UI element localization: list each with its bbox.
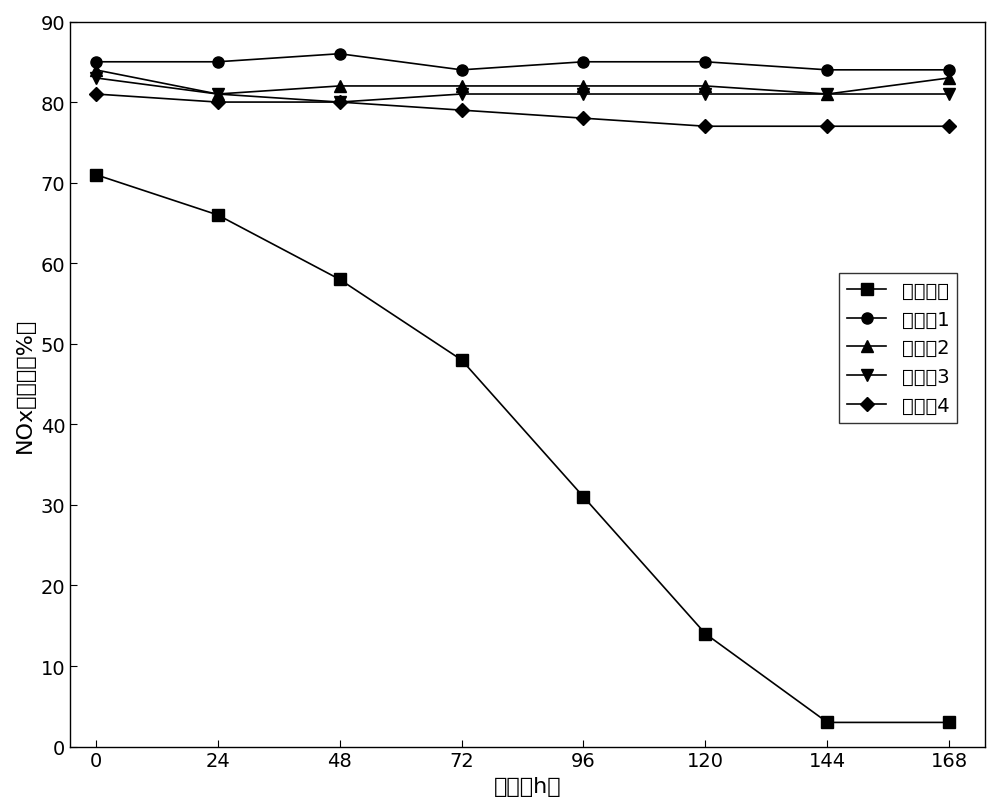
- 实施例4: [943, 122, 955, 132]
- 实施例1: [577, 58, 589, 67]
- 实施例3: [699, 90, 711, 100]
- 实施例1: [212, 58, 224, 67]
- 对比样品: [456, 355, 468, 365]
- 实施例2: [212, 90, 224, 100]
- 对比样品: [577, 492, 589, 502]
- Y-axis label: NOx脱除率（%）: NOx脱除率（%）: [15, 317, 35, 452]
- 实施例3: [456, 90, 468, 100]
- Line: 实施例2: 实施例2: [90, 65, 955, 101]
- 实施例2: [334, 82, 346, 92]
- 实施例1: [334, 49, 346, 59]
- Line: 对比样品: 对比样品: [90, 169, 955, 728]
- 实施例2: [577, 82, 589, 92]
- 对比样品: [334, 275, 346, 285]
- 实施例3: [334, 98, 346, 108]
- 实施例4: [699, 122, 711, 132]
- 实施例4: [577, 114, 589, 124]
- 对比样品: [943, 718, 955, 727]
- X-axis label: 时间（h）: 时间（h）: [494, 776, 561, 796]
- 实施例4: [821, 122, 833, 132]
- Legend: 对比样品, 实施例1, 实施例2, 实施例3, 实施例4: 对比样品, 实施例1, 实施例2, 实施例3, 实施例4: [839, 274, 957, 423]
- 对比样品: [699, 629, 711, 639]
- 对比样品: [821, 718, 833, 727]
- 实施例2: [943, 74, 955, 84]
- 实施例3: [90, 74, 102, 84]
- 实施例1: [943, 66, 955, 75]
- 实施例3: [577, 90, 589, 100]
- 实施例1: [821, 66, 833, 75]
- 实施例2: [821, 90, 833, 100]
- 实施例1: [699, 58, 711, 67]
- Line: 实施例4: 实施例4: [91, 90, 954, 132]
- 实施例3: [821, 90, 833, 100]
- 实施例2: [456, 82, 468, 92]
- 实施例1: [90, 58, 102, 67]
- 实施例2: [90, 66, 102, 75]
- 对比样品: [90, 170, 102, 180]
- 实施例1: [456, 66, 468, 75]
- Line: 实施例3: 实施例3: [90, 73, 955, 109]
- 实施例3: [943, 90, 955, 100]
- 实施例4: [456, 106, 468, 116]
- 实施例4: [334, 98, 346, 108]
- Line: 实施例1: 实施例1: [90, 49, 955, 76]
- 实施例4: [90, 90, 102, 100]
- 实施例4: [212, 98, 224, 108]
- 实施例3: [212, 90, 224, 100]
- 对比样品: [212, 211, 224, 221]
- 实施例2: [699, 82, 711, 92]
